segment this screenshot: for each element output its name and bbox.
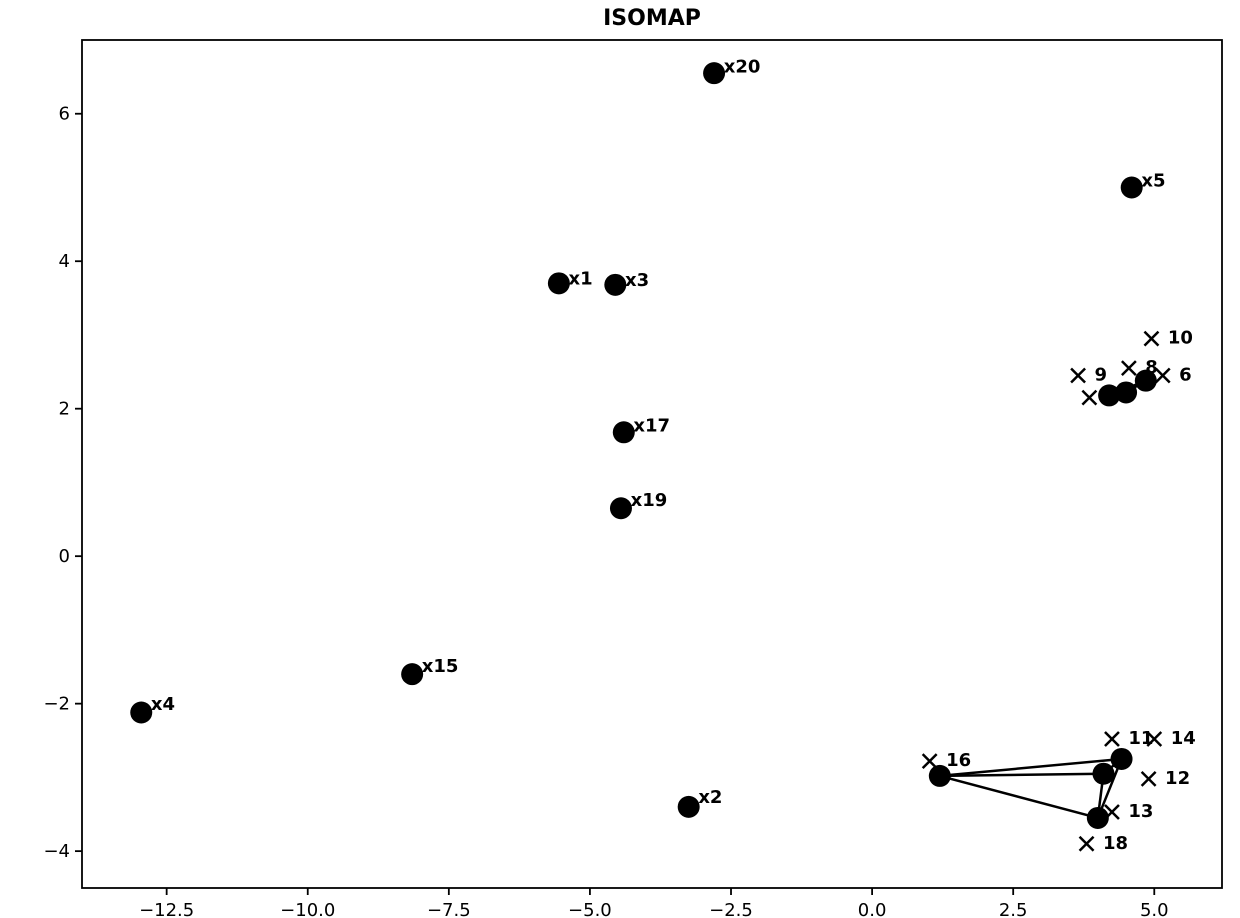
isomap-plot: −12.5 −10.0 −7.5 −5.0 −2.5 0.0 2.5 5.0 −4 −2 0 2 4 6 x… [0, 0, 1240, 918]
x-tick-label: −10.0 [280, 900, 335, 918]
y-tick-label: 2 [59, 399, 70, 420]
x-tick-label: 5.0 [1140, 900, 1169, 918]
point-label-x14: 14 [1171, 728, 1196, 749]
point-label-x2: x2 [698, 787, 722, 808]
data-point-x15 [401, 663, 423, 685]
data-point-x1 [548, 272, 570, 294]
data-point-x3 [604, 274, 626, 296]
data-point-x2 [678, 796, 700, 818]
data-point-x4 [130, 702, 152, 724]
point-label-x18: 18 [1103, 833, 1128, 854]
point-label-x4: x4 [151, 694, 175, 715]
x-tick-label: 0.0 [858, 900, 887, 918]
data-point-x19 [610, 497, 632, 519]
plot-frame [82, 40, 1222, 888]
x-tick-label: −7.5 [427, 900, 471, 918]
y-tick-label: 4 [59, 251, 70, 272]
point-label-x6: 6 [1179, 365, 1192, 386]
point-label-x7: 7 [1106, 387, 1119, 408]
isomap-figure: ISOMAP −12.5−10.0−7.5−5.0−2.50.02.55.0−4… [0, 0, 1240, 918]
point-label-x1: x1 [569, 269, 593, 290]
x-tick-label: 2.5 [999, 900, 1028, 918]
y-tick-label: 0 [59, 546, 70, 567]
point-label-x8: 8 [1145, 357, 1158, 378]
point-label-x13: 13 [1128, 801, 1153, 822]
point-label-x20: x20 [724, 56, 761, 77]
point-label-x15: x15 [422, 656, 459, 677]
y-tick-label: −2 [43, 694, 70, 715]
y-tick-label: 6 [59, 104, 70, 125]
point-label-x11: 11 [1128, 728, 1153, 749]
x-tick-label: −2.5 [709, 900, 753, 918]
point-label-x19: x19 [631, 490, 668, 511]
data-point-x5 [1121, 176, 1143, 198]
point-label-x17: x17 [633, 415, 670, 436]
data-point-c12a [1111, 748, 1133, 770]
point-label-x3: x3 [625, 270, 649, 291]
point-label-x16: 16 [946, 750, 971, 771]
data-point-x17 [613, 421, 635, 443]
data-point-x20 [703, 62, 725, 84]
point-label-x10: 10 [1168, 328, 1193, 349]
point-label-x9: 9 [1095, 365, 1108, 386]
point-label-x5: x5 [1141, 171, 1165, 192]
x-tick-label: −5.0 [568, 900, 612, 918]
data-point-c12b [1092, 763, 1114, 785]
x-tick-label: −12.5 [139, 900, 194, 918]
y-tick-label: −4 [43, 841, 70, 862]
connection-line [940, 776, 1098, 818]
data-point-c6c [1115, 381, 1137, 403]
point-label-x12: 12 [1165, 768, 1190, 789]
